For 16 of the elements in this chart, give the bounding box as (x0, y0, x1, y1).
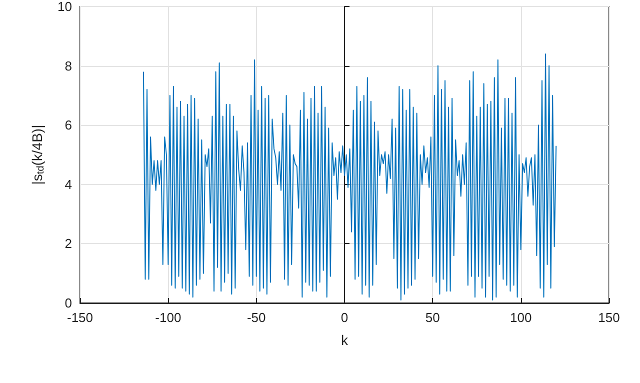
y-tick-label: 4 (64, 176, 72, 192)
y-tick-label: 2 (64, 236, 72, 252)
x-tick-label: 50 (425, 310, 440, 325)
y-tick-label: 0 (64, 296, 72, 310)
x-tick-label: 150 (598, 310, 620, 325)
x-tick-label: -150 (66, 310, 94, 325)
y-tick-label: 6 (64, 118, 72, 133)
y-tick-label: 10 (58, 0, 72, 14)
line-series (142, 53, 557, 301)
x-tick-label: 0 (340, 310, 348, 325)
x-tick-label: -100 (155, 310, 182, 325)
y-axis-title: |std(k/4B)| (29, 124, 46, 185)
y-tick-label: 8 (64, 58, 72, 74)
x-tick-label: -50 (246, 310, 266, 325)
x-tick-label: 100 (510, 310, 532, 325)
x-axis-title: k (341, 332, 349, 348)
